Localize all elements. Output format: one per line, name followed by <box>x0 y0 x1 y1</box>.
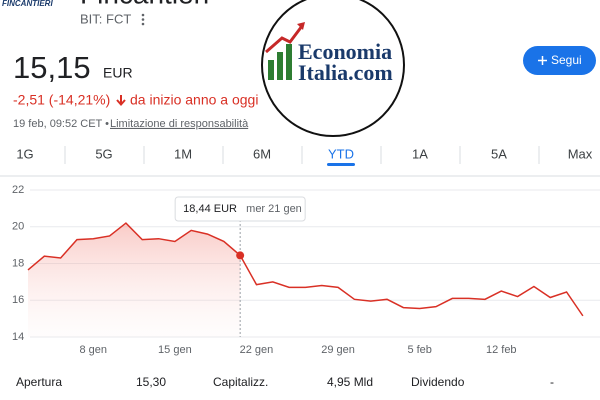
y-tick-label: 20 <box>12 221 24 233</box>
tooltip-date: mer 21 gen <box>246 203 302 215</box>
x-tick-label: 5 feb <box>407 344 431 356</box>
x-tick-label: 12 feb <box>486 344 517 356</box>
ticker: BIT: FCT <box>80 11 131 26</box>
stat-label: Dividendo <box>411 375 465 389</box>
range-tab[interactable]: YTD <box>328 146 354 161</box>
range-tab[interactable]: 5A <box>491 146 507 161</box>
company-title: Fincantieri <box>80 0 209 9</box>
range-tab[interactable]: Max <box>568 146 593 161</box>
y-tick-label: 16 <box>12 294 24 306</box>
tab-underline <box>327 163 355 166</box>
watermark-logo: Economia Italia.com <box>261 0 405 137</box>
timestamp: 19 feb, 09:52 CET • <box>13 118 109 130</box>
tooltip-box <box>174 196 306 222</box>
tooltip-value: 18,44 EUR <box>183 203 237 215</box>
follow-label: Segui <box>551 53 582 67</box>
x-tick-label: 15 gen <box>158 344 192 356</box>
currency: EUR <box>103 65 133 81</box>
range-tab[interactable]: 1G <box>16 146 33 161</box>
price: 15,15 <box>13 50 91 85</box>
watermark-line2: Italia.com <box>298 60 393 85</box>
follow-button[interactable]: Segui <box>523 46 596 75</box>
change-period: da inizio anno a oggi <box>130 92 258 108</box>
x-tick-label: 8 gen <box>80 344 108 356</box>
watermark-line1: Economia <box>298 39 392 64</box>
y-tick-label: 14 <box>12 331 24 343</box>
range-tab[interactable]: 1M <box>174 146 192 161</box>
highlight-point <box>236 251 245 260</box>
stat-label: Apertura <box>16 375 62 389</box>
range-tab[interactable]: 5G <box>95 146 112 161</box>
stat-value: 15,30 <box>136 375 166 389</box>
x-tick-label: 29 gen <box>321 344 355 356</box>
company-logo: FINCANTIERI <box>2 0 53 8</box>
price-line <box>27 222 584 317</box>
stat-value: 4,95 Mld <box>327 375 373 389</box>
area-fill <box>28 223 241 337</box>
stat-label: Capitalizz. <box>213 375 268 389</box>
disclaimer-link[interactable]: Limitazione di responsabilità <box>110 118 249 130</box>
more-icon[interactable] <box>141 13 145 26</box>
stat-value: - <box>550 375 554 389</box>
range-tab[interactable]: 1A <box>412 146 428 161</box>
x-tick-label: 22 gen <box>240 344 274 356</box>
y-tick-label: 18 <box>12 257 24 269</box>
y-tick-label: 22 <box>12 184 24 196</box>
range-tab[interactable]: 6M <box>253 146 271 161</box>
down-arrow <box>116 95 126 107</box>
change: -2,51 (-14,21%) <box>13 92 110 108</box>
